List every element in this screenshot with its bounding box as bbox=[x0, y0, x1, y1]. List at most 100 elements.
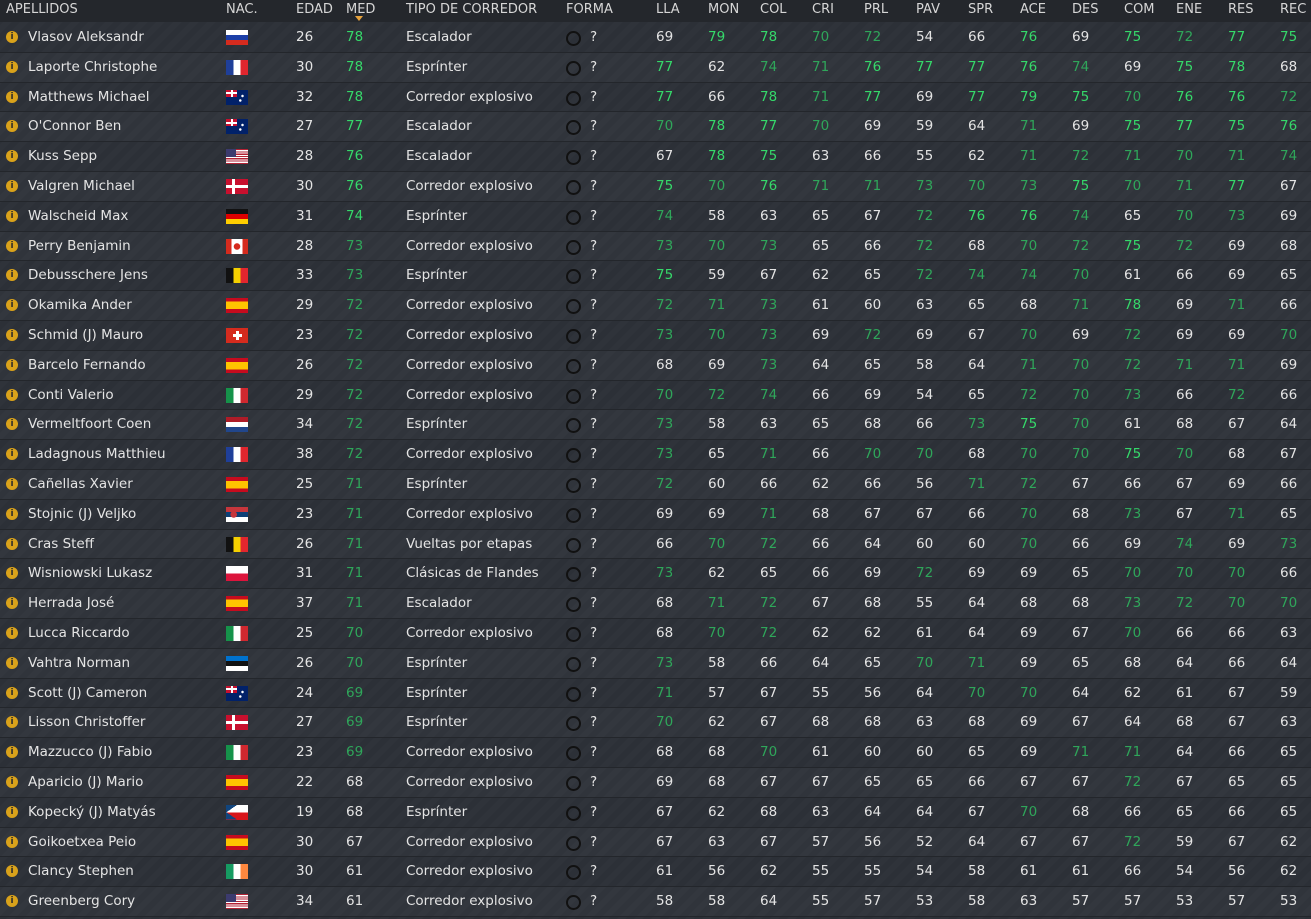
column-header[interactable]: LLA bbox=[656, 2, 680, 17]
info-icon[interactable]: i bbox=[6, 239, 18, 252]
rider-row[interactable]: i Cras Steff 26 71 Vueltas por etapas? 66 70 72… bbox=[0, 530, 1311, 560]
info-icon[interactable]: i bbox=[6, 180, 18, 192]
rider-row[interactable]: i Cañellas Xavier 25 71 Esprínter? 72 60 66 62 66… bbox=[0, 470, 1311, 500]
info-icon[interactable]: i bbox=[6, 567, 18, 580]
rider-name: Schmid (J) Mauro bbox=[28, 327, 144, 343]
rider-row[interactable]: i Barcelo Fernando 26 72 Corredor explosivo?… bbox=[0, 351, 1311, 381]
info-icon[interactable]: i bbox=[6, 865, 18, 878]
rider-row[interactable]: i Conti Valerio 29 72 Corredor explosivo? 70 7… bbox=[0, 381, 1311, 411]
rider-row[interactable]: i Debusschere Jens 33 73 Esprínter? 75 59 67 62 6… bbox=[0, 261, 1311, 292]
info-icon[interactable]: i bbox=[6, 746, 18, 759]
stat-value: 67 bbox=[1072, 625, 1090, 641]
rider-row[interactable]: i Walscheid Max 31 74 Esprínter? 74 58 63 65 67 72… bbox=[0, 202, 1311, 232]
rider-row[interactable]: i Goikoetxea Peio 30 67 Corredor explosivo? 6… bbox=[0, 828, 1311, 858]
info-icon[interactable]: i bbox=[6, 299, 18, 312]
info-icon[interactable]: i bbox=[6, 537, 18, 550]
info-icon[interactable]: i bbox=[6, 329, 18, 341]
column-header[interactable]: TIPO DE CORREDOR bbox=[406, 2, 538, 17]
column-header[interactable]: PAV bbox=[916, 2, 940, 17]
column-header[interactable]: RES bbox=[1228, 2, 1254, 17]
rider-type: Corredor explosivo bbox=[406, 505, 533, 522]
column-header[interactable]: NAC. bbox=[226, 2, 258, 17]
column-header[interactable]: SPR bbox=[968, 2, 994, 17]
rider-row[interactable]: i Okamika Ander 29 72 Corredor explosivo? 72 7… bbox=[0, 291, 1311, 321]
info-icon[interactable]: i bbox=[6, 60, 18, 73]
rider-row[interactable]: i Matthews Michael 32 78 Corredor explosivo?… bbox=[0, 83, 1311, 113]
rider-row[interactable]: i Valgren Michael 30 76 Corredor explosivo? 7… bbox=[0, 172, 1311, 202]
rider-row[interactable]: i O'Connor Ben 27 77 Escalador? 70 78 77 70 69 59 6… bbox=[0, 112, 1311, 143]
rider-row[interactable]: i Herrada José 37 71 Escalador? 68 71 72 67 68 55 6… bbox=[0, 589, 1311, 619]
rider-row[interactable]: i Schmid (J) Mauro 23 72 Corredor explosivo?… bbox=[0, 321, 1311, 351]
stat-value: 70 bbox=[1072, 267, 1090, 284]
form-circle bbox=[566, 627, 581, 642]
info-icon[interactable]: i bbox=[6, 507, 18, 520]
rider-row[interactable]: i Scott (J) Cameron 24 69 Esprínter? 71 57 67 55… bbox=[0, 679, 1311, 709]
info-icon[interactable]: i bbox=[6, 716, 18, 729]
stat-value: 70 bbox=[1020, 684, 1038, 701]
age: 31 bbox=[296, 207, 314, 224]
column-header[interactable]: ENE bbox=[1176, 2, 1203, 17]
info-icon[interactable]: i bbox=[6, 418, 18, 431]
column-header[interactable]: DES bbox=[1072, 2, 1099, 17]
rider-row[interactable]: i Vermeltfoort Coen 34 72 Esprínter? 73 58 63 65… bbox=[0, 410, 1311, 441]
info-icon[interactable]: i bbox=[6, 895, 18, 908]
column-header[interactable]: EDAD bbox=[296, 2, 333, 17]
stat-value: 72 bbox=[916, 237, 934, 254]
column-header[interactable]: APELLIDOS bbox=[6, 2, 78, 17]
stat-value: 71 bbox=[708, 297, 726, 314]
info-icon[interactable]: i bbox=[6, 776, 18, 788]
column-header[interactable]: MON bbox=[708, 2, 740, 17]
stat-value: 68 bbox=[968, 446, 986, 463]
rider-row[interactable]: i Stojnic (J) Veljko 23 71 Corredor explosiv… bbox=[0, 500, 1311, 530]
info-icon[interactable]: i bbox=[6, 448, 18, 461]
stat-value: 63 bbox=[916, 714, 934, 731]
stat-value: 54 bbox=[1176, 863, 1194, 880]
rider-row[interactable]: i Perry Benjamin 28 73 Corredor explosivo? 73… bbox=[0, 232, 1311, 262]
rider-row[interactable]: i Laporte Christophe 30 78 Esprínter? 77 62 74 7… bbox=[0, 53, 1311, 83]
rider-row[interactable]: i Vlasov Aleksandr 26 78 Escalador? 69 79 78 70 7… bbox=[0, 23, 1311, 53]
stat-value: 57 bbox=[1124, 893, 1142, 910]
rider-row[interactable]: i Ladagnous Matthieu 38 72 Corredor explosiv… bbox=[0, 440, 1311, 470]
info-icon[interactable]: i bbox=[6, 90, 18, 103]
column-header[interactable]: FORMA bbox=[566, 2, 613, 17]
rider-row[interactable]: i Wisniowski Lukasz 31 71 Clásicas de Flande… bbox=[0, 559, 1311, 590]
info-icon[interactable]: i bbox=[6, 835, 18, 848]
column-header[interactable]: REC bbox=[1280, 2, 1307, 17]
info-icon[interactable]: i bbox=[6, 31, 18, 43]
info-icon[interactable]: i bbox=[6, 209, 18, 222]
form-circle bbox=[566, 507, 581, 523]
rider-row[interactable]: i Kuss Sepp 28 76 Escalador? 67 78 75 63 66 55 62 71… bbox=[0, 142, 1311, 172]
column-header[interactable]: COL bbox=[760, 2, 787, 17]
nation-flag bbox=[226, 447, 248, 463]
info-icon[interactable]: i bbox=[6, 627, 18, 639]
stat-value: 69 bbox=[1124, 58, 1142, 75]
rider-row[interactable]: i Lucca Riccardo 25 70 Corredor explosivo? 68… bbox=[0, 619, 1311, 649]
column-header[interactable]: COM bbox=[1124, 2, 1155, 17]
rider-row[interactable]: i Lisson Christoffer 27 69 Esprínter? 70 62 67 6… bbox=[0, 708, 1311, 739]
nation-flag bbox=[226, 775, 248, 790]
info-icon[interactable]: i bbox=[6, 269, 18, 282]
rider-name: Okamika Ander bbox=[28, 297, 132, 314]
info-icon[interactable]: i bbox=[6, 686, 18, 699]
rider-row[interactable]: i Mazzucco (J) Fabio 23 69 Corredor explosiv… bbox=[0, 738, 1311, 768]
info-icon[interactable]: i bbox=[6, 358, 18, 371]
info-icon[interactable]: i bbox=[6, 656, 18, 669]
info-icon[interactable]: i bbox=[6, 478, 18, 490]
rider-row[interactable]: i Aparicio (J) Mario 22 68 Corredor explosiv… bbox=[0, 768, 1311, 798]
rider-row[interactable]: i Clancy Stephen 30 61 Corredor explosivo? 61… bbox=[0, 857, 1311, 888]
rider-row[interactable]: i Greenberg Cory 34 61 Corredor explosivo? 58… bbox=[0, 887, 1311, 917]
info-icon[interactable]: i bbox=[6, 805, 18, 818]
rider-type: Corredor explosivo bbox=[406, 237, 533, 254]
info-icon[interactable]: i bbox=[6, 388, 18, 401]
stat-value: 72 bbox=[1020, 476, 1038, 492]
rider-row[interactable]: i Vahtra Norman 26 70 Esprínter? 73 58 66 64 65 70… bbox=[0, 649, 1311, 679]
column-header[interactable]: CRI bbox=[812, 2, 834, 17]
column-header[interactable]: MED bbox=[346, 2, 376, 17]
rider-row[interactable]: i Kopecký (J) Matyás 19 68 Esprínter? 67 62 68 6… bbox=[0, 798, 1311, 828]
info-icon[interactable]: i bbox=[6, 150, 18, 163]
stat-value: 55 bbox=[812, 893, 830, 910]
column-header[interactable]: ACE bbox=[1020, 2, 1046, 17]
info-icon[interactable]: i bbox=[6, 120, 18, 133]
info-icon[interactable]: i bbox=[6, 597, 18, 610]
column-header[interactable]: PRL bbox=[864, 2, 889, 17]
